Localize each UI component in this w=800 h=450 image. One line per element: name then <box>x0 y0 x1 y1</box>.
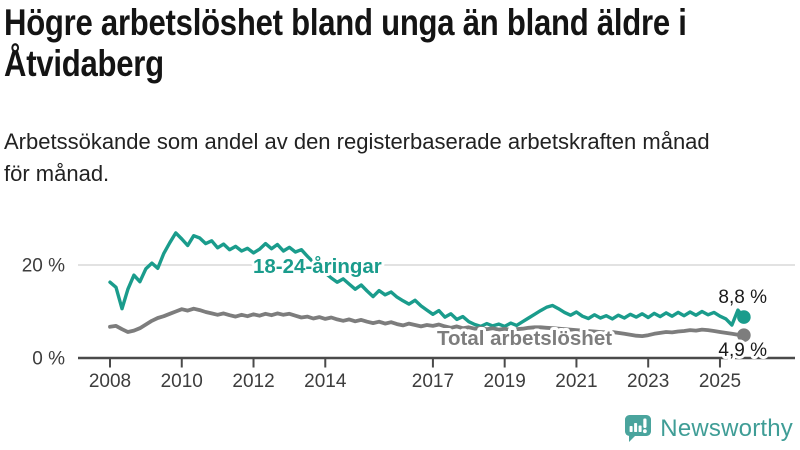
page-title-line-2: Åtvidaberg <box>4 43 164 84</box>
page-subtitle-line-1: Arbetssökande som andel av den registerb… <box>4 129 710 154</box>
page-title-line-1: Högre arbetslöshet bland unga än bland ä… <box>4 2 687 43</box>
x-tick-label: 2023 <box>627 371 669 392</box>
series-label: 18-24-åringar <box>253 255 382 278</box>
y-tick-label: 0 % <box>32 349 65 370</box>
newsworthy-logo: Newsworthy <box>625 414 793 444</box>
series-end-dot <box>737 328 751 343</box>
unemployment-line-chart: 2008 2010 2012 2014 2017 2019 2021 2023 2025 0 % 2… <box>22 231 795 392</box>
x-tick-label: 2017 <box>412 371 454 392</box>
x-tick-label: 2010 <box>161 371 203 392</box>
end-value-label: 8,8 % <box>718 287 767 308</box>
series-end-dot <box>737 310 751 324</box>
brand-name: Newsworthy <box>660 415 793 442</box>
series-line-total <box>108 306 746 339</box>
series-line-youth <box>108 231 746 329</box>
x-tick-label: 2014 <box>304 371 347 392</box>
page-subtitle-line-2: för månad. <box>4 161 110 186</box>
series-label: Total arbetslöshet <box>437 327 612 350</box>
x-tick-label: 2019 <box>484 371 526 392</box>
x-tick-label: 2021 <box>555 371 597 392</box>
page-subtitle: Arbetssökande som andel av den registerb… <box>4 126 794 190</box>
x-tick-label: 2008 <box>89 371 131 392</box>
x-tick-label: 2025 <box>699 371 741 392</box>
y-tick-label: 20 % <box>22 256 65 277</box>
newsworthy-speech-bubble-bar-chart-icon <box>625 415 652 442</box>
page-title: Högre arbetslöshet bland unga än bland ä… <box>4 2 800 84</box>
x-tick-label: 2012 <box>232 371 274 392</box>
end-value-label: 4,9 % <box>718 340 767 361</box>
